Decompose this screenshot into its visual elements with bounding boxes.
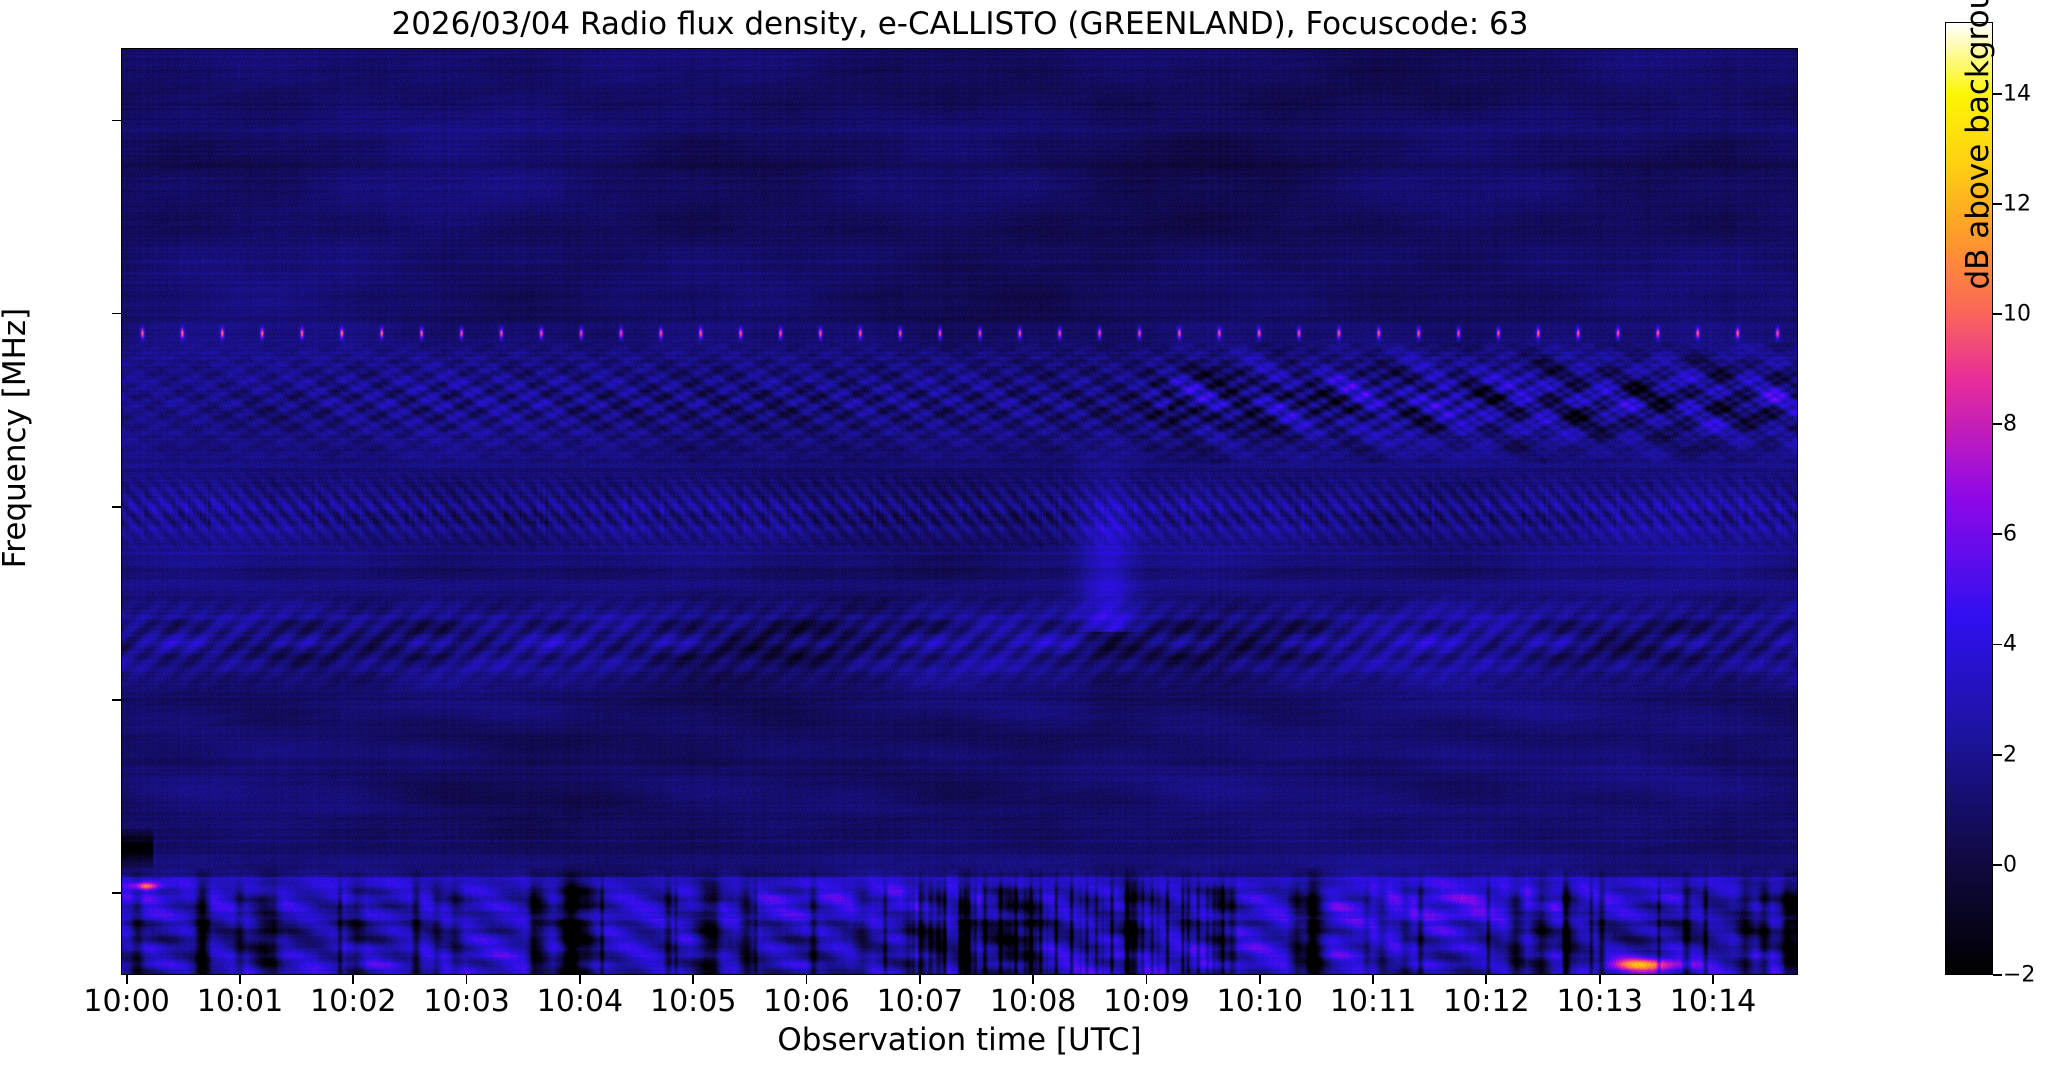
y-tick-mark <box>112 312 121 315</box>
x-tick-mark <box>1485 975 1488 984</box>
x-tick-mark <box>352 975 355 984</box>
colorbar-container[interactable]: −2 0 2 4 6 8 10 12 14 <box>1945 22 2035 988</box>
x-tick-mark <box>239 975 241 984</box>
x-tick-mark <box>1145 975 1148 984</box>
x-axis-label: Observation time [UTC] <box>777 1022 1142 1058</box>
colorbar-tick-mark <box>1993 974 2002 976</box>
x-tick-label: 10:00 <box>83 984 170 1019</box>
x-tick-mark <box>692 975 695 984</box>
x-tick-label: 10:01 <box>196 984 284 1019</box>
x-tick-label: 10:14 <box>1669 984 1757 1019</box>
x-tick-label: 10:04 <box>536 984 624 1019</box>
colorbar-tick-label: −2 <box>2003 962 2036 988</box>
colorbar-tick-label: 4 <box>2003 631 2017 657</box>
colorbar-tick-label: 12 <box>2003 191 2031 217</box>
x-tick-mark <box>125 975 128 984</box>
colorbar-tick-mark <box>1993 643 2002 646</box>
colorbar-tick-label: 6 <box>2003 521 2017 547</box>
colorbar-tick-label: 10 <box>2003 301 2031 327</box>
colorbar-tick-label: 8 <box>2003 411 2017 437</box>
colorbar-tick-mark <box>1993 423 2002 426</box>
x-tick-mark <box>1598 975 1601 984</box>
colorbar-tick-mark <box>1993 863 2002 866</box>
x-tick-label: 10:11 <box>1329 984 1417 1019</box>
colorbar-label: dB above background <box>1960 0 1996 290</box>
colorbar-tick-label: 0 <box>2003 852 2017 878</box>
colorbar-tick-mark <box>1993 202 2002 205</box>
y-tick-mark <box>112 505 121 508</box>
x-tick-label: 10:13 <box>1556 984 1643 1019</box>
figure-title: 2026/03/04 Radio flux density, e-CALLIST… <box>391 6 1529 42</box>
colorbar-gradient[interactable] <box>1945 22 1993 975</box>
x-tick-label: 10:09 <box>1103 984 1190 1019</box>
colorbar-tick-mark <box>1993 753 2002 756</box>
x-tick-label: 10:06 <box>763 984 850 1019</box>
x-tick-mark <box>1372 975 1374 984</box>
colorbar-tick-label: 14 <box>2003 81 2031 107</box>
colorbar-tick-mark <box>1993 313 2002 315</box>
x-tick-label: 10:03 <box>423 984 510 1019</box>
colorbar-tick-mark <box>1993 92 2002 95</box>
colorbar-tick-label: 2 <box>2003 742 2017 768</box>
x-tick-label: 10:12 <box>1443 984 1530 1019</box>
x-tick-mark <box>805 975 808 984</box>
x-tick-label: 10:08 <box>989 984 1077 1019</box>
x-tick-mark <box>1032 975 1035 984</box>
spectrogram-axes[interactable] <box>121 48 1798 975</box>
x-tick-mark <box>1258 975 1261 984</box>
colorbar-tick-mark <box>1993 533 2002 536</box>
x-tick-mark <box>918 975 921 984</box>
spectrogram-heatmap[interactable] <box>122 49 1797 974</box>
x-tick-mark <box>465 975 468 984</box>
x-tick-mark <box>579 975 581 984</box>
x-tick-label: 10:02 <box>310 984 397 1019</box>
x-tick-label: 10:07 <box>876 984 964 1019</box>
y-tick-mark <box>112 698 121 701</box>
x-tick-label: 10:05 <box>649 984 737 1019</box>
y-axis-label: Frequency [MHz] <box>0 307 33 569</box>
y-tick-mark <box>112 119 121 122</box>
x-tick-label: 10:10 <box>1216 984 1303 1019</box>
x-tick-mark <box>1712 975 1714 984</box>
y-tick-mark <box>112 892 121 894</box>
